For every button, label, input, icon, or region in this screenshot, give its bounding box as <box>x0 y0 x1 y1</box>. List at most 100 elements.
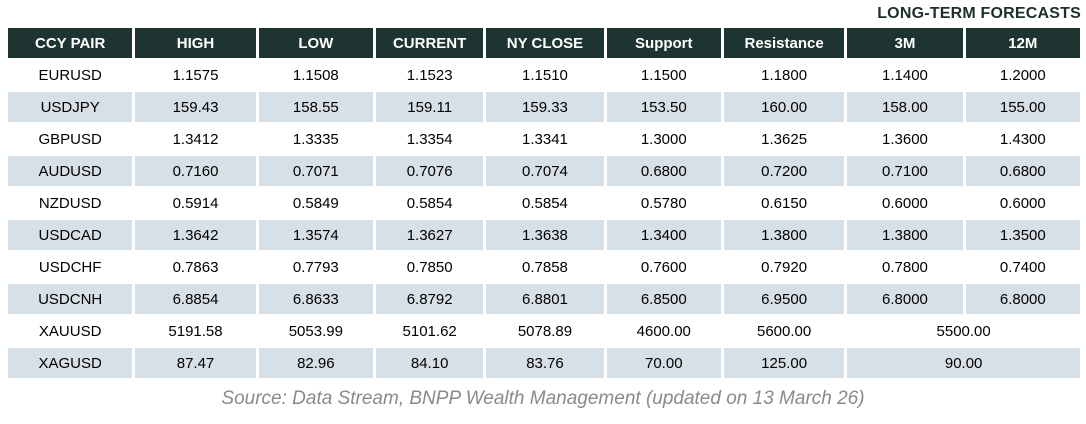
cell-current: 0.5854 <box>376 188 484 218</box>
cell-ny-close: 0.7074 <box>486 156 604 186</box>
cell-ny-close: 5078.89 <box>486 316 604 346</box>
cell-ny-close: 159.33 <box>486 92 604 122</box>
cell-support: 153.50 <box>606 92 721 122</box>
cell-high: 1.3642 <box>135 220 256 250</box>
cell-long-term-merged: 90.00 <box>847 348 1080 378</box>
table-row-gbpusd: GBPUSD 1.3412 1.3335 1.3354 1.3341 1.300… <box>8 124 1080 154</box>
cell-pair: AUDUSD <box>8 156 133 186</box>
cell-support: 4600.00 <box>606 316 721 346</box>
cell-support: 0.5780 <box>606 188 721 218</box>
cell-high: 5191.58 <box>135 316 256 346</box>
cell-high: 1.3412 <box>135 124 256 154</box>
cell-current: 5101.62 <box>376 316 484 346</box>
cell-low: 82.96 <box>258 348 373 378</box>
cell-pair: USDJPY <box>8 92 133 122</box>
cell-low: 6.8633 <box>258 284 373 314</box>
cell-pair: EURUSD <box>8 60 133 90</box>
cell-support: 1.3000 <box>606 124 721 154</box>
cell-high: 0.7160 <box>135 156 256 186</box>
cell-low: 1.3574 <box>258 220 373 250</box>
cell-3m: 6.8000 <box>847 284 963 314</box>
cell-current: 84.10 <box>376 348 484 378</box>
cell-current: 1.3627 <box>376 220 484 250</box>
cell-support: 70.00 <box>606 348 721 378</box>
col-header-resistance: Resistance <box>723 28 845 58</box>
table-row-usdcnh: USDCNH 6.8854 6.8633 6.8792 6.8801 6.850… <box>8 284 1080 314</box>
cell-3m: 1.3600 <box>847 124 963 154</box>
cell-resistance: 0.7200 <box>723 156 845 186</box>
col-header-current: CURRENT <box>376 28 484 58</box>
cell-12m: 0.6000 <box>965 188 1080 218</box>
col-header-ny-close: NY CLOSE <box>486 28 604 58</box>
cell-ny-close: 0.5854 <box>486 188 604 218</box>
cell-resistance: 125.00 <box>723 348 845 378</box>
cell-current: 0.7076 <box>376 156 484 186</box>
col-header-ccy-pair: CCY PAIR <box>8 28 133 58</box>
cell-pair: USDCNH <box>8 284 133 314</box>
fx-forecast-table: CCY PAIR HIGH LOW CURRENT NY CLOSE Suppo… <box>5 26 1083 380</box>
cell-support: 1.1500 <box>606 60 721 90</box>
cell-pair: XAUUSD <box>8 316 133 346</box>
cell-low: 0.7071 <box>258 156 373 186</box>
cell-ny-close: 1.3341 <box>486 124 604 154</box>
cell-low: 0.7793 <box>258 252 373 282</box>
cell-12m: 0.7400 <box>965 252 1080 282</box>
cell-current: 6.8792 <box>376 284 484 314</box>
cell-low: 0.5849 <box>258 188 373 218</box>
cell-high: 87.47 <box>135 348 256 378</box>
cell-ny-close: 83.76 <box>486 348 604 378</box>
source-note: Source: Data Stream, BNPP Wealth Managem… <box>221 388 865 409</box>
table-row-audusd: AUDUSD 0.7160 0.7071 0.7076 0.7074 0.680… <box>8 156 1080 186</box>
cell-3m: 1.1400 <box>847 60 963 90</box>
cell-pair: XAGUSD <box>8 348 133 378</box>
cell-current: 1.1523 <box>376 60 484 90</box>
cell-3m: 0.6000 <box>847 188 963 218</box>
cell-current: 1.3354 <box>376 124 484 154</box>
long-term-forecasts-title: LONG-TERM FORECASTS <box>877 5 1081 22</box>
cell-ny-close: 6.8801 <box>486 284 604 314</box>
col-header-3m: 3M <box>847 28 963 58</box>
cell-resistance: 1.3625 <box>723 124 845 154</box>
cell-current: 159.11 <box>376 92 484 122</box>
cell-current: 0.7850 <box>376 252 484 282</box>
cell-3m: 0.7800 <box>847 252 963 282</box>
col-header-high: HIGH <box>135 28 256 58</box>
cell-12m: 1.2000 <box>965 60 1080 90</box>
cell-12m: 1.4300 <box>965 124 1080 154</box>
cell-resistance: 1.1800 <box>723 60 845 90</box>
cell-3m: 158.00 <box>847 92 963 122</box>
table-row-usdcad: USDCAD 1.3642 1.3574 1.3627 1.3638 1.340… <box>8 220 1080 250</box>
table-row-usdchf: USDCHF 0.7863 0.7793 0.7850 0.7858 0.760… <box>8 252 1080 282</box>
cell-resistance: 6.9500 <box>723 284 845 314</box>
cell-low: 158.55 <box>258 92 373 122</box>
col-header-low: LOW <box>258 28 373 58</box>
cell-12m: 0.6800 <box>965 156 1080 186</box>
table-row-nzdusd: NZDUSD 0.5914 0.5849 0.5854 0.5854 0.578… <box>8 188 1080 218</box>
cell-support: 0.7600 <box>606 252 721 282</box>
cell-resistance: 0.6150 <box>723 188 845 218</box>
cell-ny-close: 1.1510 <box>486 60 604 90</box>
cell-12m: 6.8000 <box>965 284 1080 314</box>
cell-resistance: 0.7920 <box>723 252 845 282</box>
cell-low: 1.3335 <box>258 124 373 154</box>
cell-pair: GBPUSD <box>8 124 133 154</box>
cell-low: 1.1508 <box>258 60 373 90</box>
cell-high: 0.5914 <box>135 188 256 218</box>
cell-high: 6.8854 <box>135 284 256 314</box>
cell-high: 1.1575 <box>135 60 256 90</box>
cell-support: 0.6800 <box>606 156 721 186</box>
cell-resistance: 5600.00 <box>723 316 845 346</box>
cell-resistance: 160.00 <box>723 92 845 122</box>
cell-ny-close: 1.3638 <box>486 220 604 250</box>
cell-pair: USDCAD <box>8 220 133 250</box>
cell-pair: NZDUSD <box>8 188 133 218</box>
cell-3m: 0.7100 <box>847 156 963 186</box>
cell-long-term-merged: 5500.00 <box>847 316 1080 346</box>
cell-high: 0.7863 <box>135 252 256 282</box>
cell-3m: 1.3800 <box>847 220 963 250</box>
cell-12m: 155.00 <box>965 92 1080 122</box>
table-header-row: CCY PAIR HIGH LOW CURRENT NY CLOSE Suppo… <box>8 28 1080 58</box>
cell-low: 5053.99 <box>258 316 373 346</box>
cell-ny-close: 0.7858 <box>486 252 604 282</box>
cell-pair: USDCHF <box>8 252 133 282</box>
